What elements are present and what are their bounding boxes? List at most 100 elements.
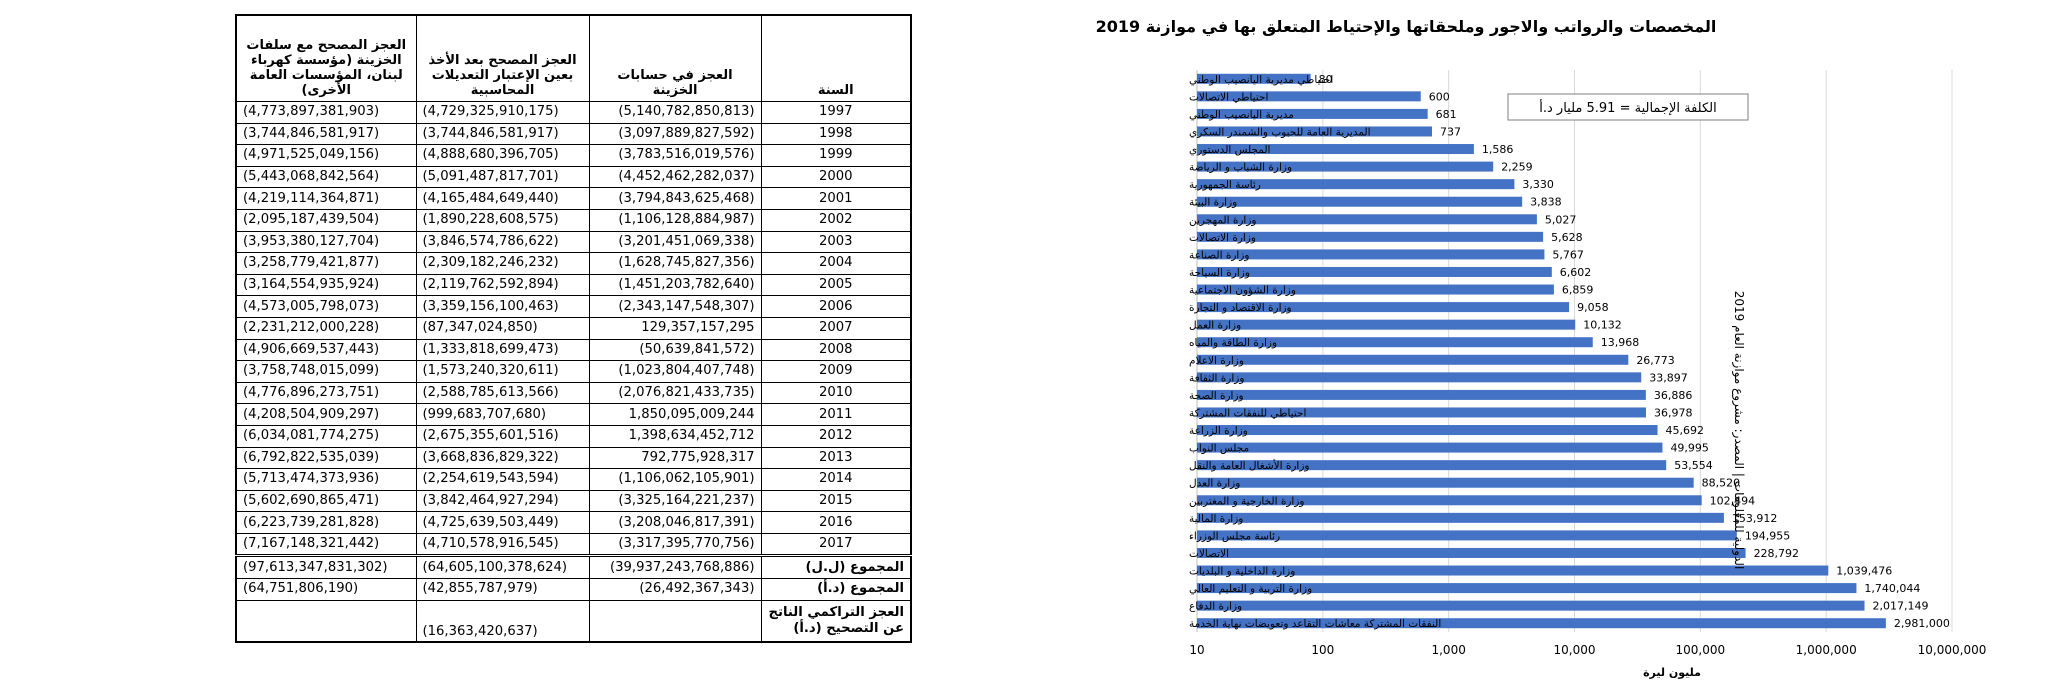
table-row: (3,258,779,421,877) (2,309,182,246,232) (1… <box>235 252 912 275</box>
bar <box>1197 407 1646 418</box>
category-label: الاتصالات <box>1189 548 1229 560</box>
cell-adjusted: (3,744,846,581,917) <box>415 122 590 146</box>
cell-treasury: (4,452,462,282,037) <box>588 165 762 189</box>
table-row: (4,971,525,049,156) (4,888,680,396,705) (3… <box>235 144 912 167</box>
bar <box>1197 91 1421 102</box>
cell-adjusted: (3,668,836,829,322) <box>415 446 590 470</box>
cell-treasury: (1,451,203,782,640) <box>588 273 762 297</box>
cell-treasury <box>588 599 762 643</box>
cell-treasury: (3,097,889,827,592) <box>588 122 762 146</box>
cell-corrected: (6,034,081,774,275) <box>235 424 417 448</box>
table-row: (3,953,380,127,704) (3,846,574,786,622) (3… <box>235 230 912 254</box>
data-label: 600 <box>1429 90 1450 103</box>
totals-label: المجموع (د.أ) <box>760 578 912 601</box>
cell-adjusted: (3,846,574,786,622) <box>415 230 590 254</box>
bar <box>1197 231 1544 242</box>
cell-corrected: (4,971,525,049,156) <box>235 144 417 167</box>
category-label: وزارة الصحة <box>1189 390 1244 402</box>
cell-year: 1999 <box>760 144 912 167</box>
bar <box>1197 600 1865 611</box>
category-label: وزارة الاعلام <box>1189 355 1244 367</box>
category-label: وزارة الاتصالات <box>1189 232 1256 244</box>
cell-treasury: 1,850,095,009,244 <box>588 403 762 426</box>
category-label: النفقات المشتركة معاشات التقاعد وتعويضات… <box>1189 618 1441 630</box>
cell-year: 2010 <box>760 381 912 405</box>
cell-corrected: (3,258,779,421,877) <box>235 252 417 275</box>
cumulative-label: العجز التراكمي الناتج عن التصحيح (د.أ) <box>760 599 912 643</box>
bar <box>1197 495 1702 506</box>
bar <box>1197 337 1593 348</box>
table-row: (5,713,474,373,936) (2,254,619,543,594) (1… <box>235 468 912 491</box>
bar <box>1197 144 1474 155</box>
bar <box>1197 319 1576 330</box>
cell-corrected: (6,223,739,281,828) <box>235 511 417 534</box>
header-adjusted-deficit: العجز المصحح بعد الأخذ بعين الإعتبار الت… <box>415 14 590 102</box>
cell-corrected: (5,713,474,373,936) <box>235 468 417 491</box>
data-label: 5,628 <box>1551 231 1583 244</box>
bar <box>1197 389 1646 400</box>
x-tick-label: 100,000 <box>1676 643 1726 657</box>
cell-corrected: (4,906,669,537,443) <box>235 338 417 362</box>
table-row: (4,906,669,537,443) (1,333,818,699,473) (5… <box>235 338 912 362</box>
cell-corrected: (3,953,380,127,704) <box>235 230 417 254</box>
totals-row: (64,751,806,190) (42,855,787,979) (26,492,… <box>235 578 912 601</box>
salaries-bar-chart: المخصصات والرواتب والاجور وملحقاتها والإ… <box>1096 17 1987 679</box>
total-cost-annotation: الكلفة الإجمالية = 5.91 مليار د.أ <box>1507 93 1749 121</box>
cell-treasury: (3,783,516,019,576) <box>588 144 762 167</box>
category-label: وزارة الصناعة <box>1189 249 1249 261</box>
cell-year: 2016 <box>760 511 912 534</box>
category-label: وزارة الخارجية و المغتربين <box>1189 495 1304 507</box>
bar <box>1197 196 1523 207</box>
category-label: وزارة المالية <box>1189 513 1243 525</box>
data-label: 9,058 <box>1577 301 1609 314</box>
table-row: (2,095,187,439,504) (1,890,228,608,575) (1… <box>235 208 912 232</box>
category-label: وزارة الأشغال العامة والنقل <box>1189 459 1310 472</box>
cell-corrected: (5,602,690,865,471) <box>235 489 417 513</box>
x-tick-label: 1,000,000 <box>1796 643 1857 657</box>
category-label: المجلس الدستوري <box>1189 144 1270 156</box>
category-label: وزارة الطاقة والمياه <box>1189 337 1277 349</box>
bar <box>1197 583 1857 594</box>
category-label: رئاسة مجلس الوزراء <box>1189 530 1280 542</box>
bar <box>1197 73 1311 84</box>
cell-adjusted: (1,333,818,699,473) <box>415 338 590 362</box>
cell-adjusted: (4,725,639,503,449) <box>415 511 590 534</box>
data-label: 36,978 <box>1654 406 1693 419</box>
data-label: 45,692 <box>1666 424 1705 437</box>
cell-adjusted: (4,888,680,396,705) <box>415 144 590 167</box>
bar <box>1197 126 1432 137</box>
cell-treasury: 1,398,634,452,712 <box>588 424 762 448</box>
data-label: 26,773 <box>1636 354 1675 367</box>
cell-treasury: (26,492,367,343) <box>588 578 762 601</box>
cell-corrected: (3,164,554,935,924) <box>235 273 417 297</box>
cell-corrected: (2,095,187,439,504) <box>235 208 417 232</box>
source-side-note: الدولية للمعلومات | المصدر: مشروع موازنة… <box>1731 291 1746 570</box>
cell-year: 2011 <box>760 403 912 426</box>
cell-adjusted: (42,855,787,979) <box>415 578 590 601</box>
x-tick-label: 1,000 <box>1431 643 1465 657</box>
category-label: وزارة الدفاع <box>1189 601 1242 613</box>
category-label: وزارة العدل <box>1189 478 1240 490</box>
cell-adjusted: (1,890,228,608,575) <box>415 208 590 232</box>
category-label: وزارة الزراعة <box>1189 425 1248 437</box>
category-label: مديرية اليانصيب الوطني <box>1189 109 1294 121</box>
table-row: (5,602,690,865,471) (3,842,464,927,294) (3… <box>235 489 912 513</box>
data-label: 2,259 <box>1501 161 1533 174</box>
bar <box>1197 460 1667 471</box>
table-body: (4,773,897,381,903) (4,729,325,910,175) (5… <box>235 101 912 643</box>
bar <box>1197 530 1737 541</box>
data-label: 53,554 <box>1674 459 1713 472</box>
x-tick-label: 100 <box>1311 643 1334 657</box>
data-label: 13,968 <box>1601 336 1640 349</box>
table-row: (7,167,148,321,442) (4,710,578,916,545) (3… <box>235 532 912 557</box>
data-label: 194,955 <box>1745 529 1791 542</box>
bar <box>1197 442 1663 453</box>
totals-label: المجموع (ل.ل) <box>760 554 912 580</box>
cumulative-row: (16,363,420,637) العجز التراكمي الناتج عن… <box>235 599 912 643</box>
cell-year: 1998 <box>760 122 912 146</box>
cell-corrected: (7,167,148,321,442) <box>235 532 417 557</box>
cell-corrected: (4,573,005,798,073) <box>235 295 417 318</box>
data-label: 80 <box>1319 73 1333 86</box>
cell-treasury: 129,357,157,295 <box>588 316 762 340</box>
cell-corrected: (6,792,822,535,039) <box>235 446 417 470</box>
